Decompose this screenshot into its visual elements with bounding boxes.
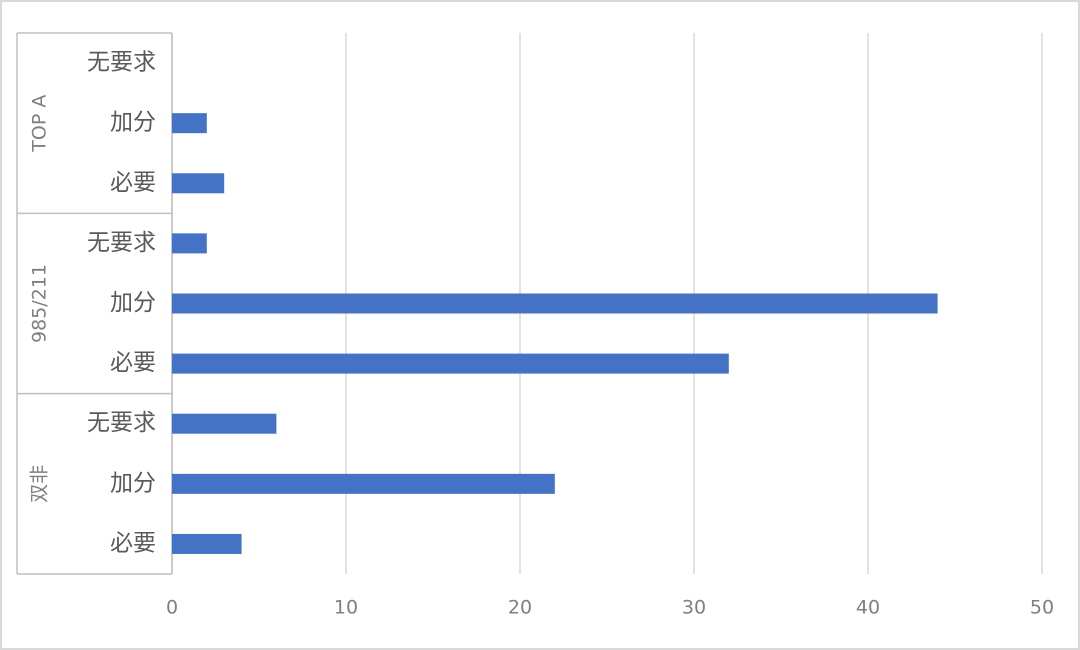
y-tick-label: 加分 xyxy=(110,290,156,316)
x-tick-label: 20 xyxy=(508,597,532,619)
y-tick-label: 加分 xyxy=(110,110,156,136)
y-tick-label: 无要求 xyxy=(87,410,156,436)
bar xyxy=(172,473,555,494)
group-label: 985/211 xyxy=(29,264,51,343)
bar xyxy=(172,353,729,374)
bar xyxy=(172,293,938,314)
bar xyxy=(172,113,207,134)
group-label: 双非 xyxy=(29,465,51,503)
y-tick-label: 必要 xyxy=(110,530,156,556)
x-tick-label: 0 xyxy=(166,597,178,619)
x-tick-label: 10 xyxy=(334,597,358,619)
x-tick-label: 40 xyxy=(856,597,880,619)
y-tick-label: 无要求 xyxy=(87,230,156,256)
bar xyxy=(172,233,207,254)
bar xyxy=(172,533,242,554)
y-tick-label: 加分 xyxy=(110,470,156,496)
y-tick-label: 必要 xyxy=(110,350,156,376)
y-tick-label: 必要 xyxy=(110,170,156,196)
bar xyxy=(172,413,277,434)
y-tick-label: 无要求 xyxy=(87,50,156,76)
x-tick-label: 30 xyxy=(682,597,706,619)
x-tick-label: 50 xyxy=(1030,597,1054,619)
group-label: TOP A xyxy=(29,95,51,153)
bar xyxy=(172,173,225,194)
